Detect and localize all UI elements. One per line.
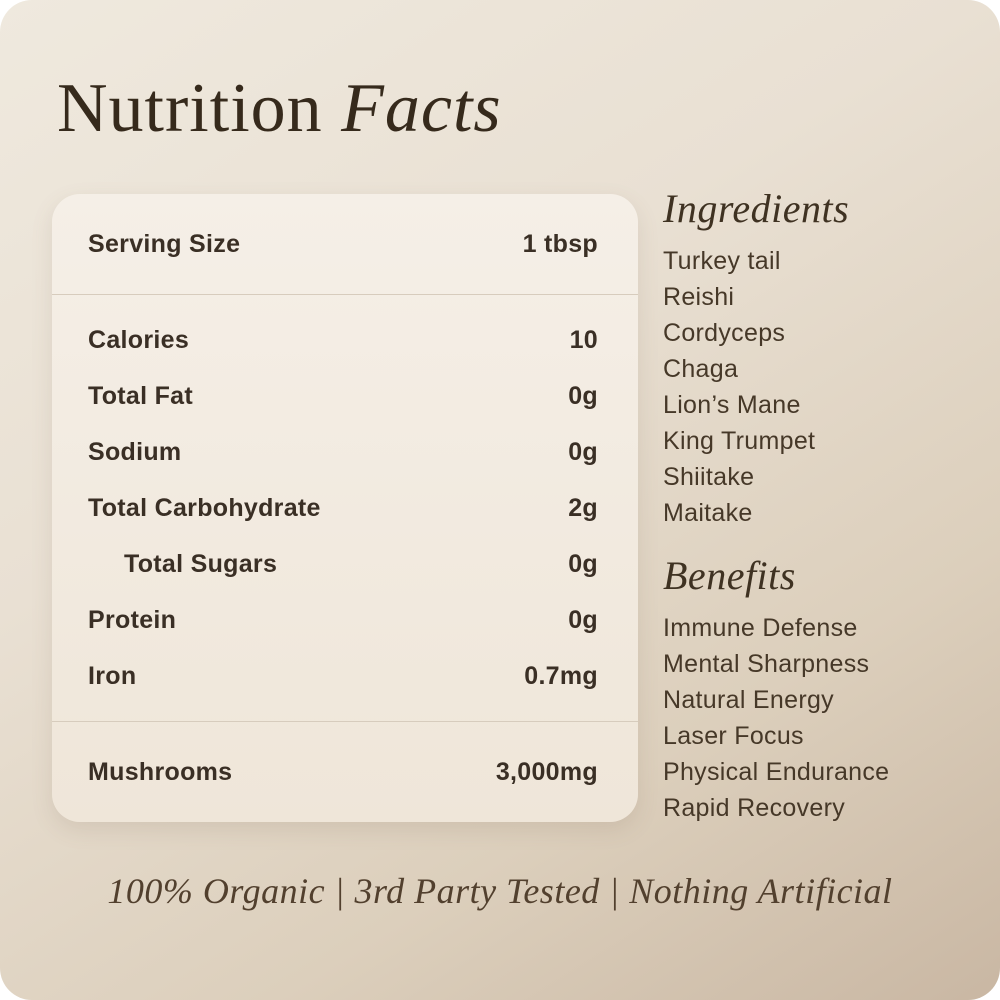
serving-size-label: Serving Size <box>88 229 241 258</box>
list-item: Laser Focus <box>663 722 804 750</box>
serving-size-value: 1 tbsp <box>522 229 598 258</box>
row-label: Total Carbohydrate <box>88 493 321 522</box>
title-regular-text: Nutrition <box>57 70 323 147</box>
list-item: Shiitake <box>663 463 755 491</box>
list-item: Turkey tail <box>663 247 781 275</box>
list-item: Chaga <box>663 355 739 383</box>
page-title: Nutrition Facts <box>57 72 502 146</box>
row-value: 2g <box>568 493 598 522</box>
benefits-list: Immune Defense Mental Sharpness Natural … <box>663 610 983 826</box>
table-row-total-carbohydrate: Total Carbohydrate 2g <box>52 480 638 536</box>
side-column: Ingredients Turkey tail Reishi Cordyceps… <box>663 186 983 826</box>
list-item: Physical Endurance <box>663 758 890 786</box>
card-divider-bottom <box>52 721 638 722</box>
row-value: 0g <box>568 605 598 634</box>
row-label: Protein <box>88 605 177 634</box>
table-row-total-fat: Total Fat 0g <box>52 368 638 424</box>
mushrooms-row: Mushrooms 3,000mg <box>52 722 638 822</box>
row-label: Sodium <box>88 437 182 466</box>
table-row-calories: Calories 10 <box>52 312 638 368</box>
nutrition-rows: Calories 10 Total Fat 0g Sodium 0g Total… <box>52 295 638 721</box>
tagline: 100% Organic | 3rd Party Tested | Nothin… <box>107 871 893 911</box>
row-label: Total Fat <box>88 381 194 410</box>
serving-size-row: Serving Size 1 tbsp <box>52 194 638 294</box>
card-divider-top <box>52 294 638 295</box>
list-item: Reishi <box>663 283 735 311</box>
list-item: Rapid Recovery <box>663 794 846 822</box>
row-value: 0.7mg <box>524 661 598 690</box>
benefits-heading: Benefits <box>663 553 796 598</box>
row-label: Calories <box>88 325 190 354</box>
row-label: Iron <box>88 661 137 690</box>
row-value: 0g <box>568 549 598 578</box>
row-value: 10 <box>569 325 598 354</box>
title-italic-text: Facts <box>341 70 502 147</box>
table-row-iron: Iron 0.7mg <box>52 648 638 704</box>
list-item: Lion’s Mane <box>663 391 801 419</box>
table-row-sodium: Sodium 0g <box>52 424 638 480</box>
ingredients-heading: Ingredients <box>663 186 850 231</box>
table-row-protein: Protein 0g <box>52 592 638 648</box>
mushrooms-value: 3,000mg <box>495 757 598 786</box>
ingredients-list: Turkey tail Reishi Cordyceps Chaga Lion’… <box>663 243 983 531</box>
row-label: Total Sugars <box>124 549 278 578</box>
list-item: Mental Sharpness <box>663 650 870 678</box>
list-item: Immune Defense <box>663 614 858 642</box>
table-row-total-sugars: Total Sugars 0g <box>52 536 638 592</box>
row-value: 0g <box>568 437 598 466</box>
nutrition-facts-card: Serving Size 1 tbsp Calories 10 Total Fa… <box>52 194 638 822</box>
list-item: Natural Energy <box>663 686 834 714</box>
list-item: Maitake <box>663 499 753 527</box>
row-value: 0g <box>568 381 598 410</box>
list-item: King Trumpet <box>663 427 816 455</box>
mushrooms-label: Mushrooms <box>88 757 233 786</box>
list-item: Cordyceps <box>663 319 786 347</box>
